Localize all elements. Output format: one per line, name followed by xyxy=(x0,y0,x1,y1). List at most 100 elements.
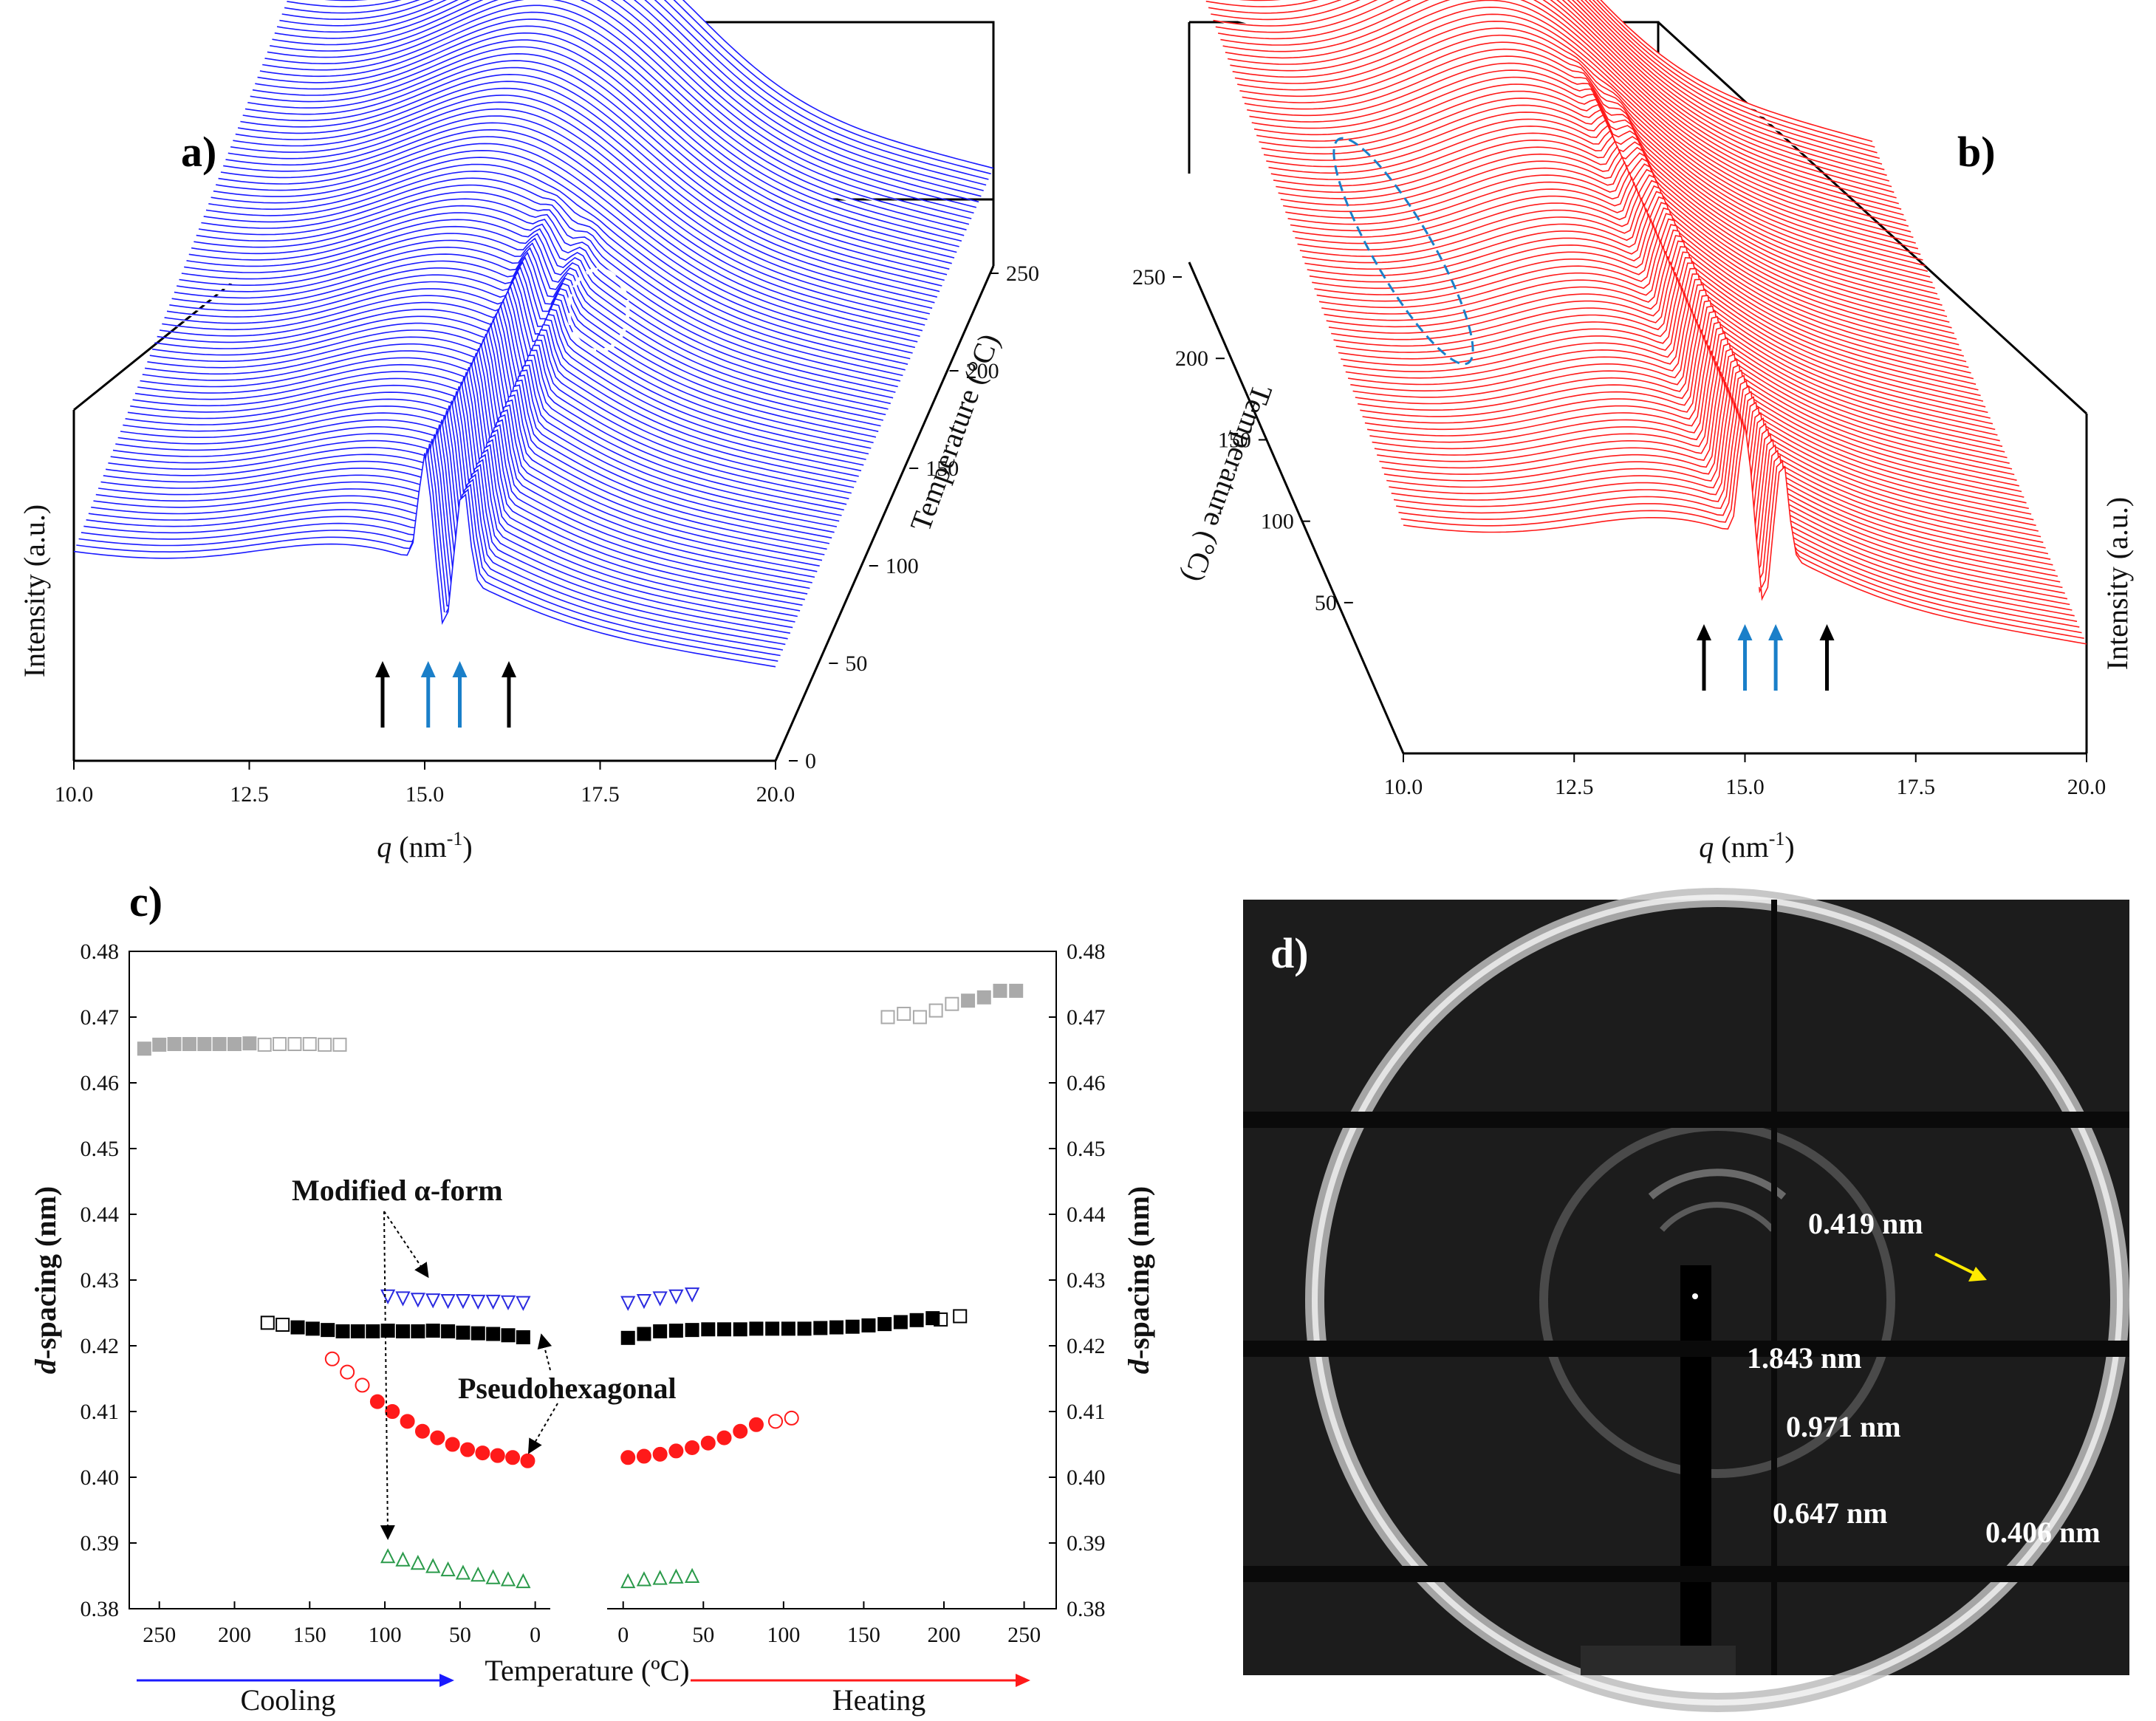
detector-gap-vertical xyxy=(1771,900,1777,1675)
modified-alpha-point xyxy=(668,1289,684,1304)
grey-open-point xyxy=(332,1037,347,1052)
y-tick-label: 0.43 xyxy=(81,1268,120,1293)
y-tick-label-right: 0.43 xyxy=(1067,1268,1106,1293)
ring-label-1843: 1.843 nm xyxy=(1747,1341,1862,1375)
panel-b-waterfall: 10.0 12.5 15.0 17.5 20.0 50 100 150 200 250 b) I… xyxy=(1132,0,2134,863)
panel-b-traces xyxy=(1205,0,2087,645)
black-filled-point xyxy=(486,1327,501,1341)
ring-label-0647: 0.647 nm xyxy=(1773,1496,1888,1530)
black-open-point xyxy=(260,1315,275,1330)
heating-arrow-head xyxy=(1016,1674,1030,1687)
panel-c-ylabel-left: d-spacing (nm) xyxy=(29,1186,62,1374)
red-open-point xyxy=(768,1414,783,1429)
annotation-leader-lines xyxy=(380,1211,558,1540)
red-filled-point xyxy=(668,1443,684,1459)
x-tick-label: 10.0 xyxy=(55,782,94,807)
y-tick-label: 0.42 xyxy=(81,1334,120,1358)
black-filled-point xyxy=(781,1321,795,1336)
grey-open-point xyxy=(287,1036,302,1051)
panel-a-dashed-circle xyxy=(567,267,630,353)
panel-b-box-right xyxy=(1657,21,2088,415)
y-tick-label: 0.39 xyxy=(81,1531,120,1556)
y-tick-label-right: 0.40 xyxy=(1067,1465,1106,1490)
modified-alpha-point xyxy=(455,1293,471,1310)
cooling-tick-label: 200 xyxy=(218,1623,251,1647)
x-tick-label: 12.5 xyxy=(1555,775,1594,799)
black-filled-point xyxy=(637,1327,651,1341)
diffraction-arc-inner xyxy=(1648,1169,1787,1200)
black-filled-point xyxy=(305,1321,320,1336)
annotation-pseudohexagonal: Pseudohexagonal xyxy=(458,1372,677,1405)
grey-open-point xyxy=(880,1010,895,1024)
y-tick-label-right: 0.41 xyxy=(1067,1400,1106,1424)
z-tick-label: 150 xyxy=(1218,428,1251,452)
black-filled-point xyxy=(516,1330,530,1344)
modified-alpha-point xyxy=(380,1289,396,1304)
modified-alpha-point xyxy=(684,1287,700,1303)
grey-filled-point xyxy=(197,1036,212,1051)
red-filled-point xyxy=(716,1430,732,1445)
peak-arrow-head xyxy=(1819,624,1835,640)
black-filled-point xyxy=(861,1318,876,1332)
modified-alpha-point xyxy=(485,1294,501,1310)
z-tick-label: 50 xyxy=(845,651,867,676)
panel-d-label: d) xyxy=(1270,929,1309,977)
z-tick-label: 250 xyxy=(1006,261,1039,286)
z-tick-label: 100 xyxy=(886,554,919,578)
panel-b-ylabel: Intensity (a.u.) xyxy=(2101,497,2134,670)
black-filled-point xyxy=(425,1324,440,1338)
x-tick-label: 15.0 xyxy=(1725,775,1765,799)
z-tick-label: 50 xyxy=(1315,591,1337,615)
grey-filled-point xyxy=(993,983,1007,998)
grey-open-point xyxy=(945,996,959,1011)
y-tick-label-right: 0.46 xyxy=(1067,1071,1106,1095)
black-filled-point xyxy=(653,1324,668,1338)
grey-filled-point xyxy=(152,1037,167,1052)
beam-center xyxy=(1692,1293,1698,1299)
panel-a-x-ticks: 10.0 12.5 15.0 17.5 20.0 xyxy=(55,761,795,807)
black-filled-point xyxy=(829,1320,844,1335)
modified-alpha-point xyxy=(636,1293,652,1310)
peak-arrow-head xyxy=(502,661,516,677)
y-tick-label-right: 0.48 xyxy=(1067,940,1106,964)
red-filled-point xyxy=(430,1430,445,1445)
z-tick-label: 100 xyxy=(1261,510,1294,534)
green-triangle-point xyxy=(470,1566,486,1582)
panel-b-label: b) xyxy=(1957,128,1996,176)
black-filled-point xyxy=(685,1323,699,1338)
black-filled-point xyxy=(909,1313,924,1327)
panel-a-arrows xyxy=(375,661,516,728)
y-tick-label-right: 0.39 xyxy=(1067,1531,1106,1556)
green-triangle-point xyxy=(636,1571,652,1587)
heating-tick-label: 100 xyxy=(767,1623,800,1647)
black-filled-point xyxy=(701,1322,716,1337)
black-filled-point xyxy=(620,1330,635,1345)
red-filled-point xyxy=(414,1423,430,1439)
panel-b-z-axis xyxy=(1188,261,1405,754)
x-tick-label: 15.0 xyxy=(405,782,445,807)
modified-alpha-point xyxy=(425,1293,441,1309)
detector-gap-horizontal-3 xyxy=(1243,1566,2129,1582)
ring-label-0419: 0.419 nm xyxy=(1808,1207,1923,1240)
green-triangle-point xyxy=(425,1558,441,1573)
black-filled-point xyxy=(501,1328,516,1343)
grey-filled-point xyxy=(182,1036,196,1051)
red-filled-point xyxy=(475,1445,490,1461)
red-filled-point xyxy=(369,1394,385,1409)
black-filled-point xyxy=(813,1321,828,1335)
grey-open-point xyxy=(928,1003,943,1018)
modified-alpha-point xyxy=(440,1293,456,1310)
red-open-point xyxy=(324,1351,340,1366)
red-filled-point xyxy=(700,1435,716,1451)
red-filled-point xyxy=(733,1423,748,1439)
y-tick-label-right: 0.42 xyxy=(1067,1334,1106,1358)
diffraction-ring-outer-glow xyxy=(1312,894,2123,1705)
detector-gap-horizontal-2 xyxy=(1243,1341,2129,1357)
modified-alpha-point xyxy=(516,1296,531,1311)
black-filled-point xyxy=(470,1326,485,1341)
beamstop-base xyxy=(1581,1646,1736,1675)
panel-a-z-axis xyxy=(774,265,995,762)
red-filled-point xyxy=(385,1404,400,1419)
cooling-tick-label: 100 xyxy=(369,1623,402,1647)
